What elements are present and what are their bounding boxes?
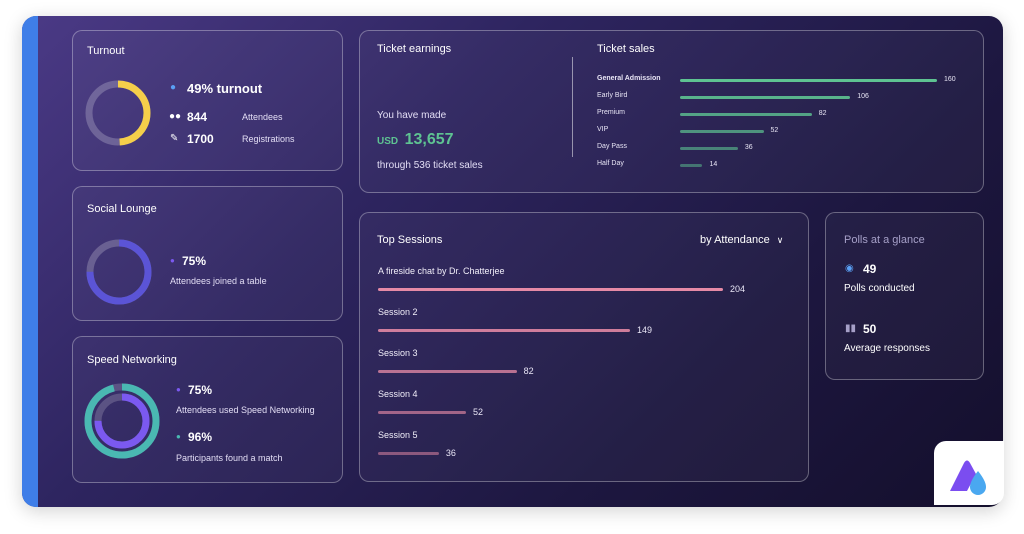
speed-inner-arc xyxy=(94,393,150,449)
social-title: Social Lounge xyxy=(87,203,157,215)
turnout-title: Turnout xyxy=(87,45,125,57)
ticket-sales-category: Early Bird xyxy=(597,92,628,99)
speed-networking-card: Speed Networking ● 75% Attendees used Sp… xyxy=(72,336,343,483)
top-sessions-card: Top Sessions by Attendance ∨ A fireside … xyxy=(359,212,809,482)
session-bar xyxy=(378,411,466,414)
social-label: Attendees joined a table xyxy=(170,276,267,286)
speed-used-value: 75% xyxy=(188,383,213,397)
session-label: Session 5 xyxy=(378,430,418,440)
social-lounge-card: Social Lounge ● 75% Attendees joined a t… xyxy=(72,186,343,321)
polls-card: Polls at a glance ◉ 49 Polls conducted ▮… xyxy=(825,212,984,380)
ticket-sales-category: General Admission xyxy=(597,75,661,82)
ticket-sales-title: Ticket sales xyxy=(597,43,655,55)
dot-icon: ● xyxy=(176,385,181,394)
earnings-currency: USD xyxy=(377,136,399,147)
polls-responses-value: 50 xyxy=(863,322,877,336)
ticket-sales-bar xyxy=(680,147,738,150)
ticket-sales-bar xyxy=(680,79,937,82)
session-label: Session 3 xyxy=(378,348,418,358)
brand-logo-tile xyxy=(934,441,1004,505)
social-donut-arc xyxy=(86,239,152,305)
ticket-sales-value: 82 xyxy=(818,110,827,117)
ticket-sales-value: 160 xyxy=(944,76,956,83)
polls-responses-label: Average responses xyxy=(844,343,930,354)
ticket-sales-category: Day Pass xyxy=(597,143,627,150)
sort-dropdown[interactable]: by Attendance ∨ xyxy=(700,234,783,246)
ticket-sales-category: Premium xyxy=(597,109,626,116)
ticket-sales-value: 106 xyxy=(857,93,869,100)
earnings-amount-row: USD 13,657 xyxy=(377,131,454,149)
session-value: 82 xyxy=(523,366,534,376)
registrations-value: 1700 xyxy=(187,132,214,146)
speed-match-value: 96% xyxy=(188,430,213,444)
polls-title: Polls at a glance xyxy=(844,234,925,246)
polls-conducted-label: Polls conducted xyxy=(844,283,915,294)
bar-chart-icon: ▮▮ xyxy=(845,323,857,334)
brand-logo-icon xyxy=(950,460,986,495)
chevron-down-icon: ∨ xyxy=(776,235,784,245)
session-bar xyxy=(378,288,723,291)
polls-conducted-value: 49 xyxy=(863,262,877,276)
person-icon: ● xyxy=(170,82,177,93)
ticket-card: Ticket earnings You have made USD 13,657… xyxy=(359,30,984,193)
accent-strip xyxy=(22,16,38,507)
session-bar xyxy=(378,329,630,332)
earnings-through: through 536 ticket sales xyxy=(377,160,483,171)
turnout-donut-arc xyxy=(85,80,151,146)
ticket-sales-bar xyxy=(680,130,764,133)
social-value: 75% xyxy=(182,254,207,268)
card-divider xyxy=(572,57,573,157)
sessions-title: Top Sessions xyxy=(377,234,443,246)
ticket-sales-category: Half Day xyxy=(597,160,624,167)
ticket-sales-value: 36 xyxy=(744,144,753,151)
speed-outer-arc xyxy=(84,383,160,459)
ticket-sales-bar xyxy=(680,164,703,167)
session-label: Session 2 xyxy=(378,307,418,317)
dot-icon: ● xyxy=(170,256,175,265)
ticket-sales-bar xyxy=(680,113,812,116)
group-icon: ●● xyxy=(169,111,182,122)
attendees-value: 844 xyxy=(187,110,208,124)
registrations-label: Registrations xyxy=(242,134,295,144)
earnings-title: Ticket earnings xyxy=(377,43,452,55)
earnings-amount: 13,657 xyxy=(404,131,454,148)
session-value: 204 xyxy=(730,284,746,294)
turnout-donut xyxy=(85,80,151,146)
dashboard-frame: Turnout ● 49% turnout ●● 844 Attendees ✎… xyxy=(22,16,1003,507)
sort-label: by Attendance xyxy=(700,234,770,246)
ticket-sales-value: 52 xyxy=(770,127,779,134)
ticket-sales-bar xyxy=(680,96,851,99)
chat-bubble-icon: ◉ xyxy=(845,263,854,274)
form-icon: ✎ xyxy=(170,133,179,144)
turnout-percent: 49% turnout xyxy=(187,81,263,96)
session-bar xyxy=(378,452,439,455)
speed-title: Speed Networking xyxy=(87,354,177,366)
session-label: A fireside chat by Dr. Chatterjee xyxy=(378,266,505,276)
session-value: 52 xyxy=(472,407,483,417)
attendees-label: Attendees xyxy=(242,112,283,122)
turnout-card: Turnout ● 49% turnout ●● 844 Attendees ✎… xyxy=(72,30,343,171)
dot-icon: ● xyxy=(176,432,181,441)
session-label: Session 4 xyxy=(378,389,418,399)
session-bar xyxy=(378,370,517,373)
speed-donut xyxy=(84,383,160,459)
ticket-sales-value: 14 xyxy=(709,161,718,168)
session-value: 149 xyxy=(636,325,653,335)
earnings-made-label: You have made xyxy=(377,110,447,121)
speed-match-label: Participants found a match xyxy=(176,453,283,463)
session-value: 36 xyxy=(445,448,456,458)
social-donut xyxy=(86,239,152,305)
speed-used-label: Attendees used Speed Networking xyxy=(176,405,315,415)
ticket-sales-category: VIP xyxy=(597,126,609,133)
